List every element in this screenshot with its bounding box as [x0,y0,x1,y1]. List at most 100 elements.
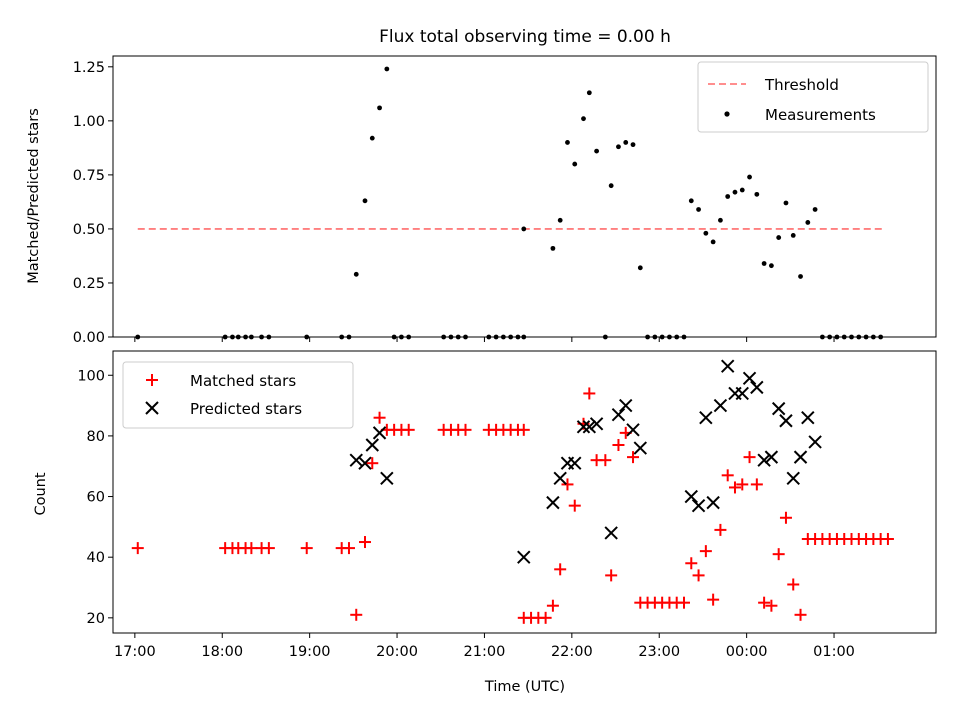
top-x-ticks [134,337,835,342]
measurement-point [747,174,752,180]
matched-star-point [568,499,581,512]
predicted-star-point [576,420,591,434]
measurement-point [608,183,614,189]
matched-star-point [350,608,363,621]
predicted-star-point [604,526,618,540]
measurement-point [710,239,716,245]
predicted-star-point [808,435,822,449]
top-title: Flux total observing time = 0.00 h [379,27,671,47]
predicted-star-point [358,456,372,470]
matched-star-point [517,423,530,436]
bottom-x-tick-label: 19:00 [289,644,331,660]
predicted-star-point [553,471,567,486]
matched-star-point [699,545,712,558]
predicted-star-point [372,426,387,440]
matched-star-point [779,511,792,524]
predicted-star-point [589,417,604,431]
predicted-star-point [611,407,626,422]
matched-star-point [787,578,800,591]
predicted-star-point [735,386,749,401]
measurement-point [550,245,556,251]
predicted-star-point [801,411,815,425]
measurement-point [572,161,578,167]
predicted-star-point [546,495,560,510]
measurement-point [754,191,760,197]
matched-star-point [721,469,734,482]
matched-star-point [262,542,275,555]
measurement-point [616,144,621,150]
top-y-tick-label: 0.25 [73,276,105,292]
bottom-y-tick-label: 20 [87,611,105,627]
matched-star-point [736,478,749,491]
measurement-point [377,105,382,111]
measurement-point [362,198,368,204]
matched-star-point [728,481,741,494]
matched-star-point [758,596,771,609]
predicted-star-point [750,380,764,395]
measurement-point [369,135,375,141]
matched-star-point [300,542,313,555]
top-panel: Flux total observing time = 0.00 h 0.000… [26,27,937,346]
predicted-star-point [699,411,713,425]
measurement-point [790,233,796,238]
predicted-star-point [619,398,633,413]
matched-star-point [342,542,355,555]
predicted-star-point [517,550,531,564]
legend-threshold-label: Threshold [764,76,839,94]
measurement-point [805,220,811,225]
matched-star-point [366,457,379,470]
measurement-point [703,230,709,236]
matched-star-point [131,542,144,555]
matched-star-point [459,423,472,436]
matched-star-point [546,599,559,612]
predicted-star-point [720,359,735,373]
measurement-point [353,271,359,277]
measurement-point [623,140,629,145]
matched-star-point [554,563,567,576]
measurement-point [594,148,600,154]
measurement-point [725,194,731,199]
matched-star-point [539,611,552,624]
measurement-point [783,200,789,206]
matched-star-point [743,451,756,464]
predicted-star-point [771,401,786,416]
measurement-point [384,66,390,72]
bottom-x-tick-label: 17:00 [114,644,156,660]
measurement-point [637,265,643,271]
predicted-star-point [764,450,779,464]
predicted-star-point [713,398,728,413]
measurement-point [521,226,527,232]
bottom-x-tick-label: 00:00 [726,644,768,660]
bottom-x-tick-label: 21:00 [464,644,506,660]
legend-measurements-swatch [724,111,730,117]
top-legend: Threshold Measurements [697,61,929,133]
measurement-point [718,217,723,223]
legend-matched-swatch [146,374,158,386]
top-axes-frame [112,55,937,338]
bottom-x-tick-label: 20:00 [376,644,418,660]
matched-star-point [599,454,612,467]
top-y-tick-label: 0.50 [73,222,105,238]
measurement-point [769,263,774,269]
bottom-y-tick-label: 60 [87,490,105,506]
matched-star-point [402,423,415,436]
predicted-star-point [779,414,793,428]
matched-star-point [561,478,574,491]
measurement-point [732,189,738,195]
predicted-star-point [786,471,800,486]
predicted-star-point [633,441,648,455]
predicted-star-point [582,420,597,434]
matched-star-point [245,542,258,555]
measurement-point [586,90,592,96]
measurement-point [739,187,745,193]
matched-star-point [765,599,778,612]
bottom-y-ticks: 20 40 60 80 100 [77,368,113,627]
matched-star-point [605,569,618,582]
predicted-star-point [568,456,582,470]
bottom-panel: 20 40 60 80 100 17:00 18:00 19:00 20:00 21:00 22:… [33,350,937,695]
matched-star-point [373,411,386,424]
bottom-axes-frame [112,350,937,634]
measurement-point [776,235,782,240]
bottom-y-label: Count [33,472,49,515]
matched-star-point [583,387,596,400]
